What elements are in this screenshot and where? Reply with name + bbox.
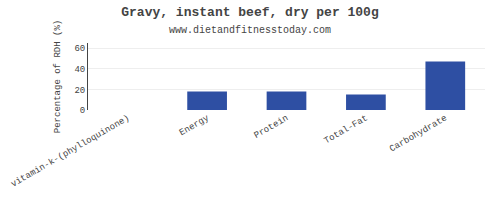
svg-text:20: 20: [74, 86, 85, 96]
svg-text:vitamin-k-(phylloquinone): vitamin-k-(phylloquinone): [10, 113, 132, 189]
svg-text:Protein: Protein: [253, 113, 291, 141]
svg-text:40: 40: [74, 65, 85, 75]
svg-text:Total-Fat: Total-Fat: [323, 113, 370, 146]
svg-text:Energy: Energy: [178, 113, 212, 138]
svg-text:Percentage of RDH (%): Percentage of RDH (%): [53, 20, 63, 133]
svg-text:0: 0: [80, 106, 85, 116]
svg-text:Gravy, instant beef, dry per 1: Gravy, instant beef, dry per 100gwww.die…: [121, 5, 379, 36]
svg-text:60: 60: [74, 44, 85, 54]
svg-text:Carbohydrate: Carbohydrate: [388, 113, 449, 154]
